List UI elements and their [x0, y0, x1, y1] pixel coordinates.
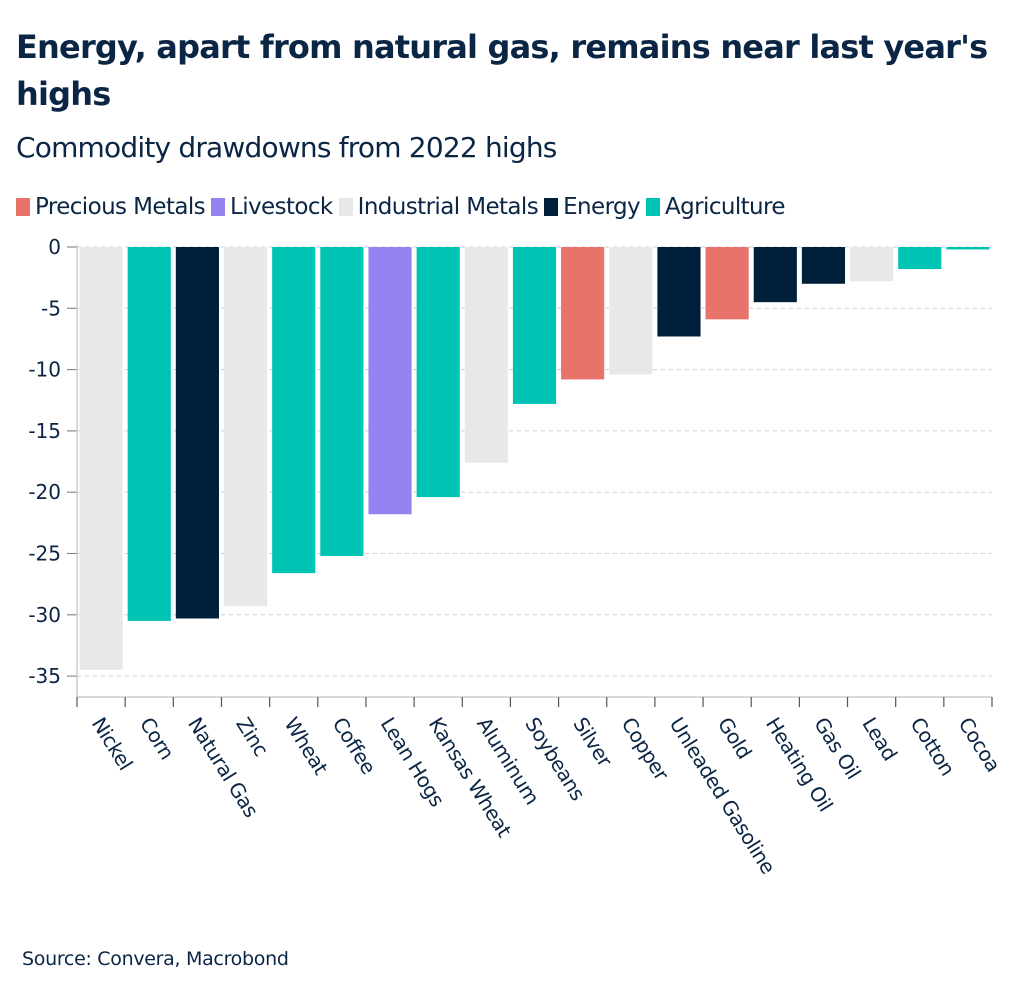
legend-swatch	[338, 198, 353, 216]
x-tick-label: Corn	[135, 713, 179, 764]
y-tick-label: -5	[41, 296, 61, 320]
y-tick-label: -10	[28, 358, 61, 382]
chart-title: Energy, apart from natural gas, remains …	[16, 28, 988, 113]
x-tick-label: Coffee	[328, 713, 381, 778]
legend-item-precious-metals[interactable]: Precious Metals	[16, 194, 206, 220]
y-tick-label: -25	[28, 542, 61, 566]
bar-zinc[interactable]	[223, 247, 268, 607]
bars	[79, 247, 990, 670]
legend-label: Energy	[563, 194, 641, 220]
bar-kansas-wheat[interactable]	[416, 247, 460, 498]
bar-gold[interactable]	[705, 247, 749, 320]
legend-swatch	[211, 198, 226, 216]
bar-cotton[interactable]	[898, 247, 942, 270]
bar-corn[interactable]	[127, 247, 171, 621]
legend-label: Industrial Metals	[357, 194, 539, 220]
bar-silver[interactable]	[561, 247, 605, 380]
bar-unleaded-gasoline[interactable]	[657, 247, 701, 337]
legend-swatch	[16, 198, 30, 216]
y-tick-label: -20	[28, 480, 61, 504]
y-tick-label: 0	[48, 235, 61, 259]
y-tick-label: -30	[28, 603, 61, 627]
legend-item-agriculture[interactable]: Agriculture	[646, 194, 786, 220]
bar-wheat[interactable]	[272, 247, 316, 574]
legend-swatch	[544, 198, 559, 216]
x-tick-label: Cotton	[906, 713, 960, 780]
x-tick-label: Gold	[713, 713, 757, 763]
y-tick-label: -35	[28, 664, 61, 688]
bar-lean-hogs[interactable]	[368, 247, 412, 515]
x-tick-label: Wheat	[279, 713, 333, 779]
x-tick-label: Nickel	[87, 713, 138, 774]
x-tick-label: Zinc	[231, 713, 273, 760]
legend-label: Precious Metals	[35, 194, 206, 220]
bar-copper[interactable]	[609, 247, 653, 375]
bar-gas-oil[interactable]	[801, 247, 846, 284]
legend-item-industrial-metals[interactable]: Industrial Metals	[338, 194, 539, 220]
legend: Precious Metals Livestock Industrial Met…	[16, 194, 791, 220]
legend-label: Livestock	[230, 194, 333, 220]
legend-swatch	[646, 198, 661, 216]
x-tick-label: Cocoa	[954, 713, 1006, 776]
bar-aluminum[interactable]	[464, 247, 508, 463]
bar-cocoa[interactable]	[946, 247, 990, 250]
x-tick-label: Silver	[568, 713, 617, 772]
x-tick-label: Copper	[617, 713, 675, 785]
bar-coffee[interactable]	[320, 247, 364, 556]
legend-item-livestock[interactable]: Livestock	[211, 194, 333, 220]
x-tick-label: Lead	[857, 713, 902, 765]
y-axis: 0 -5 -10 -15 -20 -25 -30 -35	[28, 235, 78, 697]
bar-nickel[interactable]	[79, 247, 123, 670]
bar-heating-oil[interactable]	[753, 247, 797, 303]
bar-lead[interactable]	[850, 247, 894, 282]
chart-subtitle: Commodity drawdowns from 2022 highs	[16, 131, 557, 164]
legend-item-energy[interactable]: Energy	[544, 194, 641, 220]
source-note: Source: Convera, Macrobond	[22, 948, 289, 970]
bar-soybeans[interactable]	[512, 247, 557, 404]
legend-label: Agriculture	[665, 194, 785, 220]
y-tick-label: -15	[28, 419, 61, 443]
bar-natural-gas[interactable]	[175, 247, 219, 619]
